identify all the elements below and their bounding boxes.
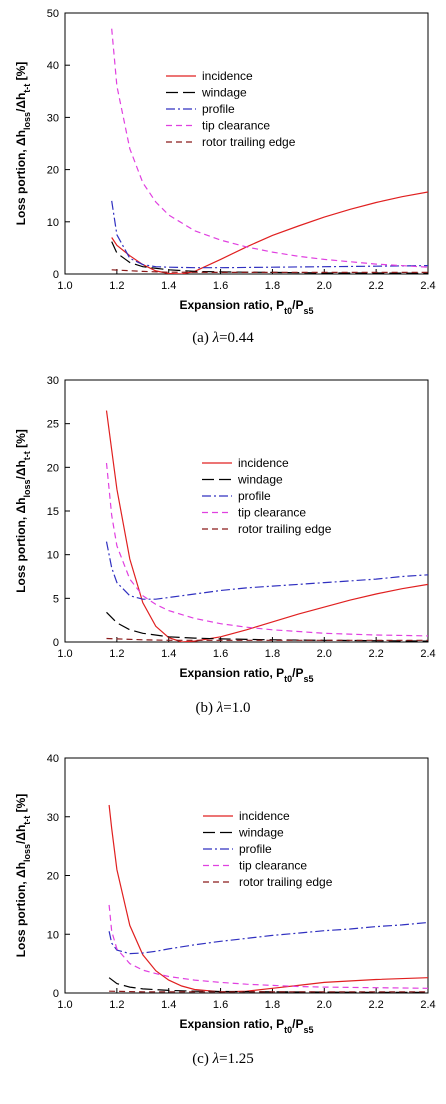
x-tick-label: 1.2 [109,999,124,1011]
series-line-profile [105,541,428,600]
x-tick-label: 2.4 [420,648,435,660]
y-tick-label: 5 [53,593,59,605]
legend-entry: profile [202,102,235,116]
legend-entry: profile [239,842,272,856]
y-tick-label: 15 [47,506,59,518]
x-tick-label: 1.8 [265,648,280,660]
x-tick-label: 1.0 [57,648,72,660]
y-tick-label: 0 [53,988,59,1000]
y-axis-label: Loss portion, Δhloss/Δht-t [%] [14,794,32,958]
y-tick-label: 40 [47,753,59,765]
series-line-profile [111,200,428,269]
y-tick-label: 20 [47,462,59,474]
x-axis-label: Expansion ratio, Pt0/Ps5 [179,298,313,316]
legend-entry: rotor trailing edge [202,135,296,149]
series-line-tip-clearance [111,28,428,268]
x-tick-label: 1.6 [213,999,228,1011]
legend-entry: incidence [202,69,253,83]
x-tick-label: 1.6 [213,280,228,292]
series-line-incidence [111,191,428,274]
y-tick-label: 20 [47,871,59,883]
series-line-rotor-trailing-edge [106,637,428,641]
x-tick-label: 2.0 [317,648,332,660]
x-tick-label: 1.4 [161,999,176,1011]
series-line-windage [106,611,428,642]
chart-panel-1: 1.0 1.2 1.4 1.6 1.8 2.0 2.2 2.4 0 10 20 30 40 50 Expan… [14,8,436,346]
legend-entry: rotor trailing edge [239,875,333,889]
plot-frame [64,12,429,275]
x-tick-label: 1.2 [109,648,124,660]
legend-entry: profile [238,489,271,503]
legend-entry: incidence [238,456,289,470]
x-axis-label: Expansion ratio, Pt0/Ps5 [179,1017,313,1035]
legend-entry: windage [238,826,284,840]
y-tick-label: 30 [47,812,59,824]
legend-entry: rotor trailing edge [238,522,332,536]
x-tick-label: 1.4 [161,280,176,292]
panel-caption: (c) λ=1.25 [192,1051,254,1067]
y-tick-label: 10 [47,217,59,229]
x-tick-label: 2.0 [317,280,332,292]
x-tick-label: 2.4 [420,999,435,1011]
legend-entry: tip clearance [239,859,307,873]
y-tick-label: 30 [47,112,59,124]
x-tick-label: 1.8 [265,999,280,1011]
x-tick-label: 1.8 [265,280,280,292]
x-tick-label: 1.2 [109,280,124,292]
x-axis-label: Expansion ratio, Pt0/Ps5 [179,666,313,684]
legend-entry: incidence [239,809,290,823]
legend-entry: windage [237,473,283,487]
y-tick-label: 30 [47,375,59,387]
series-line-rotor-trailing-edge [111,269,428,273]
y-axis-label: Loss portion, Δhloss/Δht-t [%] [14,62,32,226]
x-tick-label: 2.4 [420,280,435,292]
x-tick-label: 2.2 [368,280,383,292]
chart-panel-3: 1.0 1.2 1.4 1.6 1.8 2.0 2.2 2.4 0 10 20 30 40 Expansi… [14,753,436,1067]
y-tick-label: 50 [47,8,59,20]
y-tick-label: 25 [47,419,59,431]
legend-entry: tip clearance [238,506,306,520]
chart-panel-2: 1.0 1.2 1.4 1.6 1.8 2.0 2.2 2.4 0 5 10 15 20 25 30 Expa… [14,375,436,716]
series-line-incidence [108,804,428,993]
y-tick-label: 20 [47,165,59,177]
y-tick-label: 10 [47,550,59,562]
legend-entry: windage [201,86,247,100]
y-tick-label: 10 [47,929,59,941]
y-axis-label: Loss portion, Δhloss/Δht-t [%] [14,429,32,593]
x-tick-label: 1.6 [213,648,228,660]
legend-entry: tip clearance [202,119,270,133]
x-tick-label: 2.2 [368,648,383,660]
series-line-tip-clearance [105,462,428,637]
y-tick-label: 40 [47,60,59,72]
x-tick-label: 1.4 [161,648,176,660]
series-line-profile [108,921,428,955]
series-line-tip-clearance [108,904,428,989]
panel-caption: (a) λ=0.44 [192,330,254,346]
x-tick-label: 1.0 [57,999,72,1011]
y-tick-label: 0 [53,269,59,281]
x-tick-label: 1.0 [57,280,72,292]
y-tick-label: 0 [53,637,59,649]
x-tick-label: 2.2 [368,999,383,1011]
series-line-windage [111,241,428,274]
panel-caption: (b) λ=1.0 [196,700,251,716]
x-tick-label: 2.0 [317,999,332,1011]
